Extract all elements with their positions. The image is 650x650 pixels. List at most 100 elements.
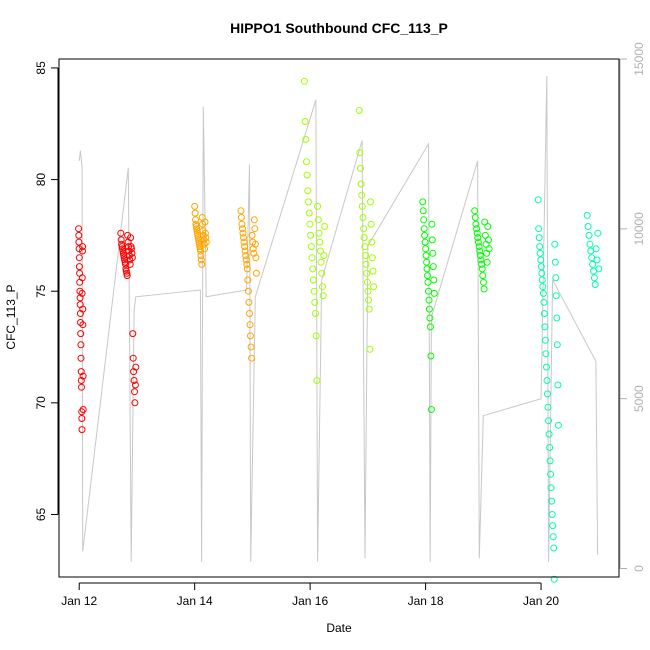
- data-point: [553, 314, 561, 322]
- data-point: [247, 332, 254, 340]
- data-point: [548, 511, 556, 518]
- data-point: [200, 236, 208, 244]
- data-point: [129, 354, 137, 362]
- data-point: [537, 256, 545, 264]
- data-point: [247, 343, 255, 351]
- y2-tick-label: 5000: [632, 385, 646, 412]
- data-point: [198, 260, 206, 268]
- data-point: [191, 209, 199, 217]
- data-point: [535, 234, 543, 242]
- data-point: [238, 220, 246, 228]
- data-point: [421, 231, 429, 239]
- data-point: [475, 243, 483, 251]
- data-point: [201, 218, 209, 226]
- data-point: [549, 533, 557, 541]
- data-point: [129, 330, 137, 338]
- data-point: [77, 341, 85, 349]
- data-point: [481, 231, 489, 239]
- data-point: [539, 289, 547, 297]
- data-point: [423, 258, 431, 266]
- data-point: [546, 457, 554, 465]
- data-point: [548, 497, 556, 505]
- data-point: [541, 336, 549, 344]
- data-point: [552, 274, 560, 282]
- data-point: [117, 236, 125, 244]
- data-point: [419, 207, 427, 215]
- y-tick-label: 70: [34, 396, 48, 410]
- data-point: [241, 243, 249, 251]
- data-point: [366, 345, 374, 353]
- data-point: [546, 444, 554, 451]
- data-point: [535, 225, 543, 233]
- data-point: [77, 368, 85, 376]
- data-point: [425, 287, 432, 295]
- data-point: [540, 298, 548, 306]
- data-point: [131, 388, 138, 396]
- chart-title: HIPPO1 Southbound CFC_113_P: [230, 20, 448, 36]
- data-point: [358, 202, 366, 210]
- data-point: [78, 274, 86, 282]
- data-point: [309, 276, 317, 284]
- data-point: [197, 252, 205, 259]
- data-point: [422, 245, 430, 253]
- data-point: [79, 406, 87, 413]
- data-point: [242, 256, 250, 264]
- data-point: [428, 236, 436, 244]
- data-point: [128, 249, 136, 257]
- data-point: [130, 377, 138, 384]
- data-point: [79, 305, 87, 313]
- y2-tick-label: 15000: [632, 42, 646, 76]
- altitude-line-layer: [78, 75, 599, 562]
- y-axis-label: CFC_113_P: [4, 284, 18, 349]
- data-point: [471, 214, 479, 221]
- data-point: [357, 164, 364, 172]
- data-point: [237, 214, 245, 221]
- data-point: [356, 149, 364, 157]
- data-point: [360, 234, 368, 242]
- data-point: [362, 252, 369, 259]
- data-point: [316, 247, 324, 255]
- data-point: [473, 225, 481, 233]
- data-point: [76, 269, 84, 277]
- data-point: [250, 249, 258, 257]
- data-point: [317, 258, 325, 266]
- data-point: [484, 223, 492, 230]
- data-point: [550, 544, 558, 552]
- data-point: [553, 341, 561, 349]
- data-point: [483, 258, 491, 266]
- data-point: [554, 381, 562, 389]
- data-point: [201, 229, 209, 237]
- data-point: [320, 252, 328, 259]
- data-point: [471, 207, 479, 215]
- data-point: [425, 296, 433, 304]
- data-point: [75, 254, 83, 262]
- data-point: [79, 243, 87, 251]
- data-point: [78, 426, 86, 434]
- data-point: [300, 77, 308, 85]
- data-point: [427, 352, 435, 360]
- data-point: [305, 209, 313, 217]
- data-point: [313, 377, 321, 384]
- data-point: [426, 314, 434, 322]
- data-point: [304, 187, 312, 195]
- data-point: [197, 247, 205, 255]
- data-point: [306, 220, 314, 228]
- data-point: [370, 283, 378, 291]
- data-point: [474, 238, 482, 246]
- data-point: [585, 231, 593, 239]
- data-point: [368, 238, 376, 246]
- axes-layer: Jan 12 Jan 14 Jan 16 Jan 18 Jan 20 65 70 75 80 85…: [34, 42, 646, 608]
- data-point: [245, 298, 253, 306]
- data-point: [552, 292, 560, 300]
- data-point: [425, 305, 433, 313]
- data-point: [305, 198, 312, 206]
- x-tick-label: Jan 12: [61, 594, 97, 608]
- data-point: [314, 216, 322, 224]
- data-point: [359, 214, 367, 221]
- data-point: [251, 240, 259, 248]
- y2-tick-label: 10000: [632, 212, 646, 246]
- data-point: [128, 245, 135, 253]
- data-point: [537, 263, 545, 271]
- data-point: [362, 260, 370, 268]
